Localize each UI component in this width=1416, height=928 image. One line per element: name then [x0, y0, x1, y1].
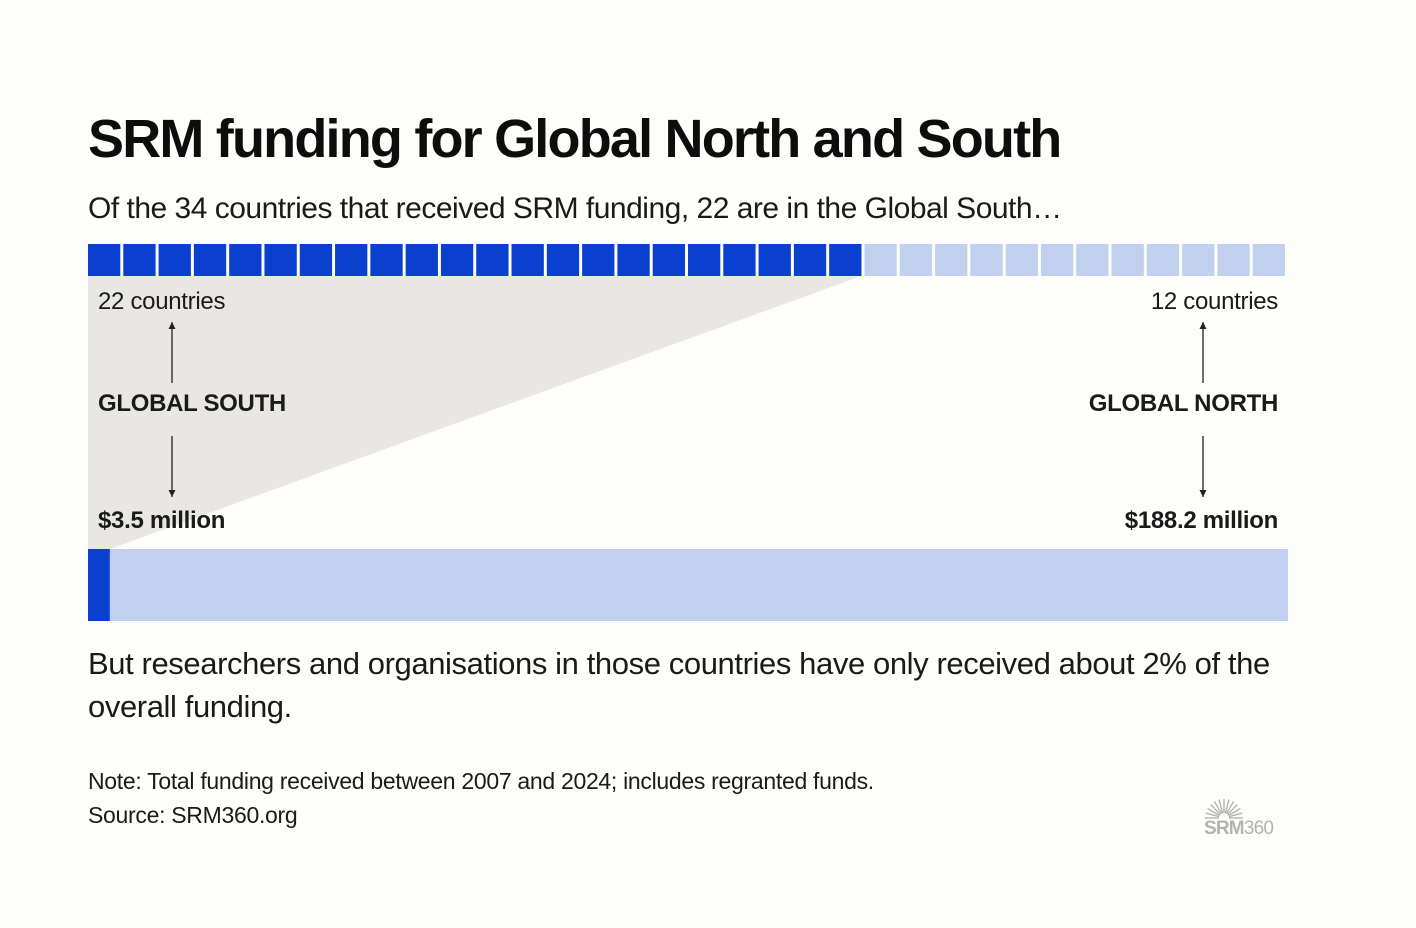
- south-funding-label: $3.5 million: [98, 507, 226, 534]
- waffle-cell-global-north: [1252, 244, 1285, 276]
- waffle-cell-global-south: [158, 244, 191, 276]
- waffle-cell-global-south: [264, 244, 297, 276]
- sun-ray: [1225, 801, 1235, 815]
- waffle-cell-global-south: [405, 244, 438, 276]
- waffle-cell-global-south: [511, 244, 544, 276]
- waffle-cell-global-south: [688, 244, 721, 276]
- sun-rays-icon: [1205, 799, 1243, 819]
- sun-ray: [1224, 799, 1230, 814]
- waffle-cell-global-north: [1111, 244, 1144, 276]
- waffle-cell-global-north: [1005, 244, 1038, 276]
- country-waffle: [88, 244, 1285, 276]
- sun-ray: [1227, 804, 1238, 815]
- waffle-cell-global-south: [335, 244, 368, 276]
- bar-segment-global-south: [88, 549, 110, 621]
- waffle-cell-global-south: [193, 244, 227, 276]
- waffle-cell-global-south: [546, 244, 580, 276]
- waffle-cell-global-south: [299, 244, 333, 276]
- waffle-cell-global-south: [229, 244, 262, 276]
- waffle-cell-global-south: [370, 244, 403, 276]
- waffle-cell-global-north: [1146, 244, 1180, 276]
- chart-subtitle: Of the 34 countries that received SRM fu…: [88, 192, 1062, 225]
- waffle-cell-global-north: [864, 244, 897, 276]
- waffle-cell-global-south: [829, 244, 862, 276]
- sun-ray: [1207, 807, 1221, 817]
- funding-bar: [88, 549, 1289, 621]
- arrow-down-south: [168, 436, 176, 497]
- arrow-up-north: [1199, 322, 1207, 383]
- body-text: But researchers and organisations in tho…: [88, 646, 1270, 724]
- logo-text: SRM360: [1204, 818, 1273, 839]
- waffle-cell-global-north: [1182, 244, 1215, 276]
- waffle-cell-global-south: [582, 244, 615, 276]
- waffle-cell-global-north: [1076, 244, 1109, 276]
- waffle-cell-global-north: [935, 244, 968, 276]
- sun-ray: [1228, 812, 1243, 818]
- north-countries-label: 12 countries: [1150, 288, 1278, 315]
- sun-ray: [1227, 807, 1241, 817]
- south-countries-label: 22 countries: [98, 288, 226, 315]
- sun-ray: [1218, 799, 1224, 814]
- global-south-label: GLOBAL SOUTH: [98, 390, 286, 417]
- srm360-logo: SRM360: [1204, 799, 1274, 839]
- north-funding-label: $188.2 million: [1124, 507, 1279, 534]
- global-north-label: GLOBAL NORTH: [1088, 390, 1279, 417]
- sun-ray: [1205, 812, 1220, 818]
- waffle-cell-global-south: [723, 244, 756, 276]
- label-arrows: [168, 322, 1207, 497]
- waffle-cell-global-north: [970, 244, 1003, 276]
- waffle-cell-global-north: [899, 244, 933, 276]
- waffle-cell-global-south: [652, 244, 685, 276]
- waffle-cell-global-south: [758, 244, 791, 276]
- waffle-cell-global-north: [1040, 244, 1074, 276]
- waffle-cell-global-south: [88, 244, 121, 276]
- waffle-cell-global-south: [617, 244, 650, 276]
- waffle-cell-global-south: [793, 244, 827, 276]
- bar-segment-global-north: [109, 549, 1289, 621]
- arrow-up-south: [168, 322, 176, 383]
- waffle-cell-global-south: [440, 244, 474, 276]
- comparison-wedge: [88, 276, 862, 549]
- source-text: Source: SRM360.org: [88, 802, 298, 828]
- sun-ray: [1213, 801, 1223, 815]
- chart-title: SRM funding for Global North and South: [88, 109, 1062, 169]
- note-text: Note: Total funding received between 200…: [88, 768, 874, 794]
- waffle-cell-global-north: [1217, 244, 1250, 276]
- waffle-cell-global-south: [123, 244, 156, 276]
- waffle-cell-global-south: [476, 244, 509, 276]
- sun-ray: [1210, 804, 1221, 815]
- arrow-down-north: [1199, 436, 1207, 497]
